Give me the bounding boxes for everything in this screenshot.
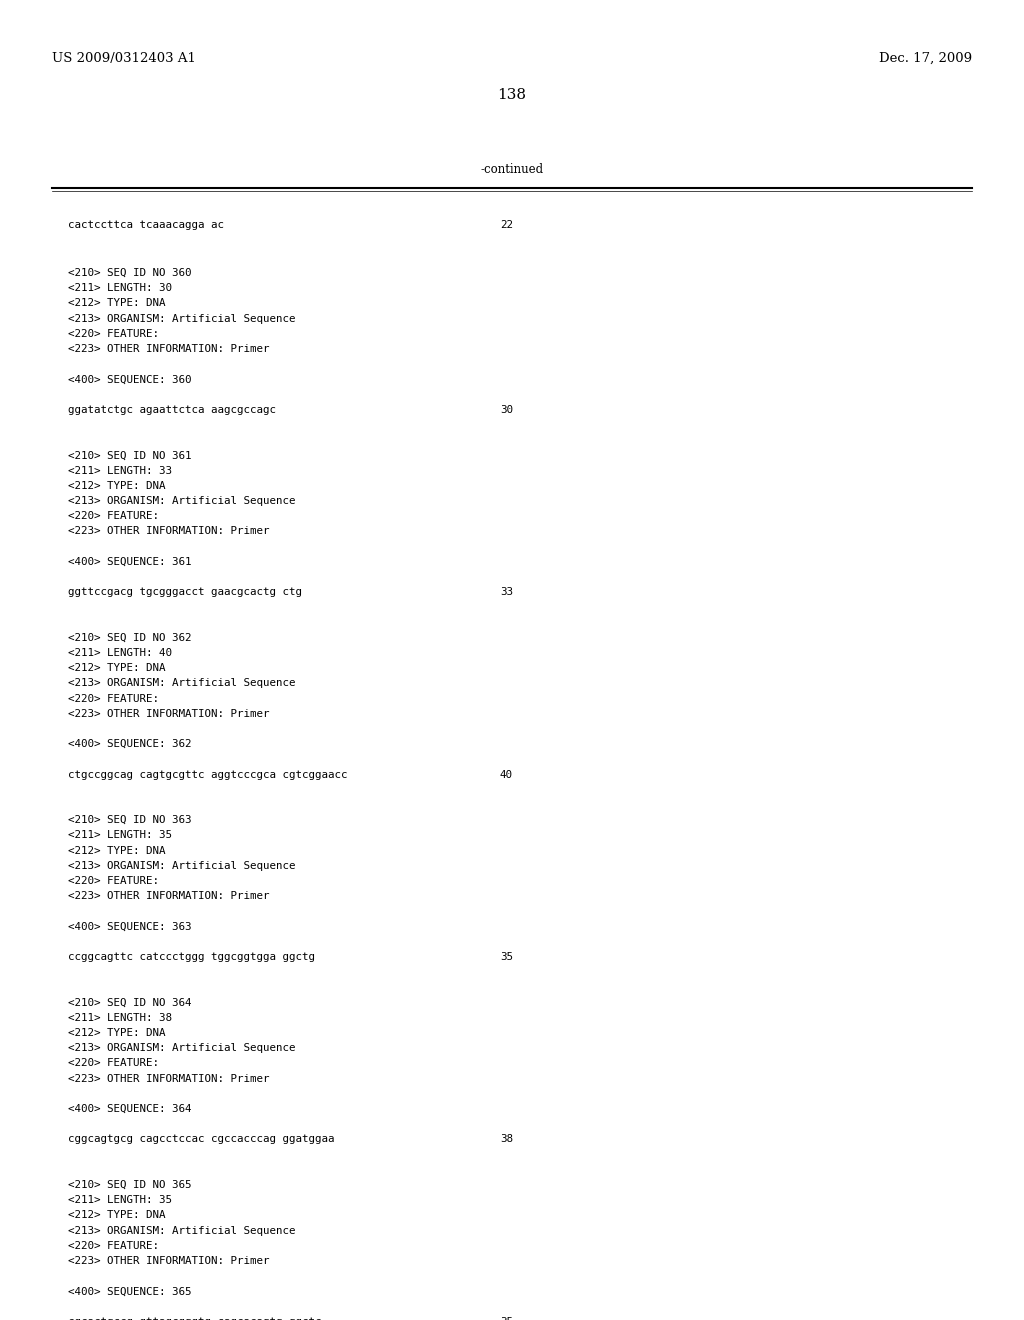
Text: <213> ORGANISM: Artificial Sequence: <213> ORGANISM: Artificial Sequence — [68, 861, 296, 871]
Text: <211> LENGTH: 38: <211> LENGTH: 38 — [68, 1012, 172, 1023]
Text: 35: 35 — [500, 952, 513, 962]
Text: <210> SEQ ID NO 365: <210> SEQ ID NO 365 — [68, 1180, 191, 1191]
Text: Dec. 17, 2009: Dec. 17, 2009 — [879, 51, 972, 65]
Text: -continued: -continued — [480, 162, 544, 176]
Text: 35: 35 — [500, 1317, 513, 1320]
Text: <212> TYPE: DNA: <212> TYPE: DNA — [68, 298, 166, 309]
Text: ccggcagttc catccctggg tggcggtgga ggctg: ccggcagttc catccctggg tggcggtgga ggctg — [68, 952, 315, 962]
Text: <213> ORGANISM: Artificial Sequence: <213> ORGANISM: Artificial Sequence — [68, 1225, 296, 1236]
Text: <211> LENGTH: 30: <211> LENGTH: 30 — [68, 284, 172, 293]
Text: <400> SEQUENCE: 364: <400> SEQUENCE: 364 — [68, 1104, 191, 1114]
Text: <223> OTHER INFORMATION: Primer: <223> OTHER INFORMATION: Primer — [68, 1257, 269, 1266]
Text: <212> TYPE: DNA: <212> TYPE: DNA — [68, 846, 166, 855]
Text: <400> SEQUENCE: 361: <400> SEQUENCE: 361 — [68, 557, 191, 566]
Text: ggttccgacg tgcgggacct gaacgcactg ctg: ggttccgacg tgcgggacct gaacgcactg ctg — [68, 587, 302, 597]
Text: <210> SEQ ID NO 363: <210> SEQ ID NO 363 — [68, 816, 191, 825]
Text: <213> ORGANISM: Artificial Sequence: <213> ORGANISM: Artificial Sequence — [68, 496, 296, 506]
Text: <211> LENGTH: 35: <211> LENGTH: 35 — [68, 830, 172, 841]
Text: <220> FEATURE:: <220> FEATURE: — [68, 693, 159, 704]
Text: <212> TYPE: DNA: <212> TYPE: DNA — [68, 663, 166, 673]
Text: 138: 138 — [498, 88, 526, 102]
Text: 22: 22 — [500, 220, 513, 230]
Text: <400> SEQUENCE: 362: <400> SEQUENCE: 362 — [68, 739, 191, 750]
Text: <213> ORGANISM: Artificial Sequence: <213> ORGANISM: Artificial Sequence — [68, 314, 296, 323]
Text: <213> ORGANISM: Artificial Sequence: <213> ORGANISM: Artificial Sequence — [68, 678, 296, 689]
Text: <220> FEATURE:: <220> FEATURE: — [68, 329, 159, 339]
Text: <213> ORGANISM: Artificial Sequence: <213> ORGANISM: Artificial Sequence — [68, 1043, 296, 1053]
Text: 38: 38 — [500, 1134, 513, 1144]
Text: <211> LENGTH: 33: <211> LENGTH: 33 — [68, 466, 172, 475]
Text: <212> TYPE: DNA: <212> TYPE: DNA — [68, 480, 166, 491]
Text: cgcactgccg gttagcgggtg cagcacagtg ggctc: cgcactgccg gttagcgggtg cagcacagtg ggctc — [68, 1317, 322, 1320]
Text: <210> SEQ ID NO 360: <210> SEQ ID NO 360 — [68, 268, 191, 279]
Text: 33: 33 — [500, 587, 513, 597]
Text: <220> FEATURE:: <220> FEATURE: — [68, 1059, 159, 1068]
Text: <223> OTHER INFORMATION: Primer: <223> OTHER INFORMATION: Primer — [68, 1073, 269, 1084]
Text: <223> OTHER INFORMATION: Primer: <223> OTHER INFORMATION: Primer — [68, 709, 269, 719]
Text: <220> FEATURE:: <220> FEATURE: — [68, 1241, 159, 1251]
Text: <400> SEQUENCE: 365: <400> SEQUENCE: 365 — [68, 1287, 191, 1296]
Text: <220> FEATURE:: <220> FEATURE: — [68, 511, 159, 521]
Text: 40: 40 — [500, 770, 513, 780]
Text: <400> SEQUENCE: 360: <400> SEQUENCE: 360 — [68, 375, 191, 384]
Text: <223> OTHER INFORMATION: Primer: <223> OTHER INFORMATION: Primer — [68, 891, 269, 902]
Text: US 2009/0312403 A1: US 2009/0312403 A1 — [52, 51, 196, 65]
Text: 30: 30 — [500, 405, 513, 414]
Text: <212> TYPE: DNA: <212> TYPE: DNA — [68, 1210, 166, 1221]
Text: cactccttca tcaaacagga ac: cactccttca tcaaacagga ac — [68, 220, 224, 230]
Text: <400> SEQUENCE: 363: <400> SEQUENCE: 363 — [68, 921, 191, 932]
Text: ctgccggcag cagtgcgttc aggtcccgca cgtcggaacc: ctgccggcag cagtgcgttc aggtcccgca cgtcgga… — [68, 770, 347, 780]
Text: <211> LENGTH: 40: <211> LENGTH: 40 — [68, 648, 172, 657]
Text: ggatatctgc agaattctca aagcgccagc: ggatatctgc agaattctca aagcgccagc — [68, 405, 276, 414]
Text: <223> OTHER INFORMATION: Primer: <223> OTHER INFORMATION: Primer — [68, 345, 269, 354]
Text: <211> LENGTH: 35: <211> LENGTH: 35 — [68, 1195, 172, 1205]
Text: cggcagtgcg cagcctccac cgccacccag ggatggaa: cggcagtgcg cagcctccac cgccacccag ggatgga… — [68, 1134, 335, 1144]
Text: <223> OTHER INFORMATION: Primer: <223> OTHER INFORMATION: Primer — [68, 527, 269, 536]
Text: <212> TYPE: DNA: <212> TYPE: DNA — [68, 1028, 166, 1038]
Text: <220> FEATURE:: <220> FEATURE: — [68, 876, 159, 886]
Text: <210> SEQ ID NO 364: <210> SEQ ID NO 364 — [68, 998, 191, 1007]
Text: <210> SEQ ID NO 361: <210> SEQ ID NO 361 — [68, 450, 191, 461]
Text: <210> SEQ ID NO 362: <210> SEQ ID NO 362 — [68, 632, 191, 643]
